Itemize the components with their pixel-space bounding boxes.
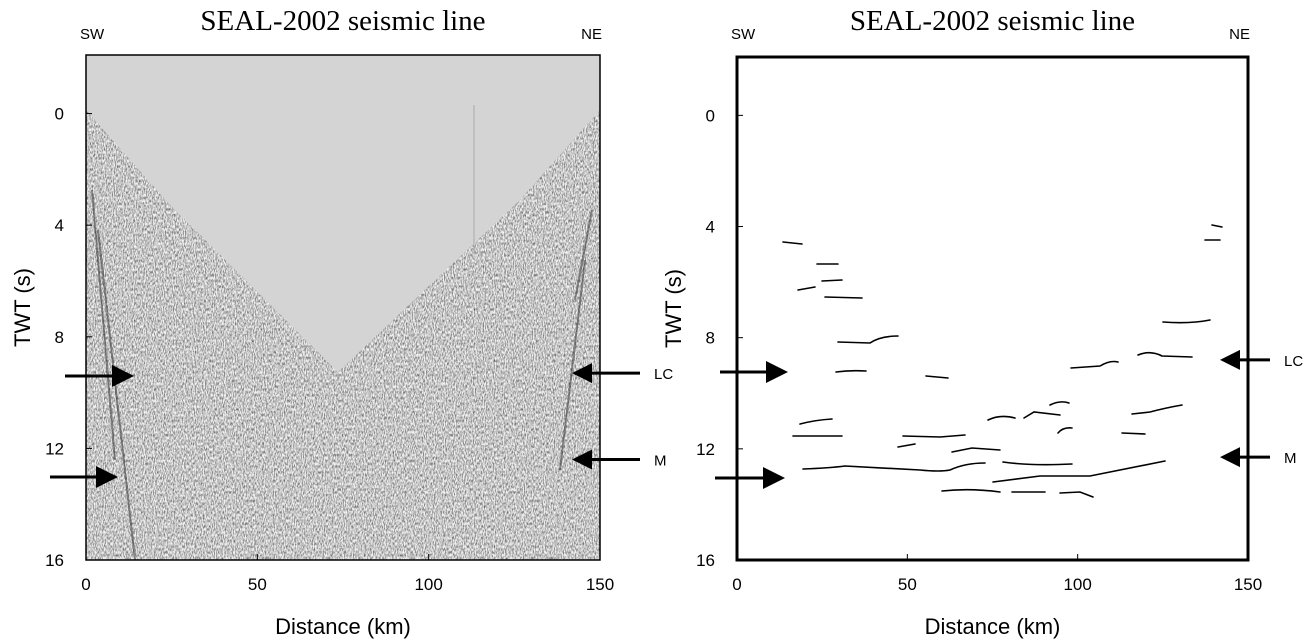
y-tick-label: 8 xyxy=(706,329,715,348)
annotation-label: M xyxy=(654,453,667,470)
x-tick-label: 0 xyxy=(732,575,741,594)
annotation-label: LC xyxy=(654,366,673,383)
y-tick-label: 16 xyxy=(696,551,715,570)
side-label: NE xyxy=(581,26,602,43)
annotation-label: LC xyxy=(1284,353,1303,370)
annotation-arrowhead xyxy=(572,449,592,470)
y-tick-label: 4 xyxy=(706,218,715,237)
y-tick-label: 0 xyxy=(55,105,64,124)
x-tick-label: 0 xyxy=(81,575,90,594)
y-tick-label: 12 xyxy=(45,439,64,458)
plot-frame xyxy=(85,54,601,561)
y-axis-label: TWT (s) xyxy=(661,269,686,348)
y-tick-label: 16 xyxy=(45,551,64,570)
reflectors xyxy=(782,224,1223,498)
y-tick-label: 4 xyxy=(55,216,64,235)
side-label: SW xyxy=(80,26,105,43)
annotation-arrowhead xyxy=(572,363,592,384)
x-tick-label: 150 xyxy=(1234,575,1262,594)
x-tick-label: 100 xyxy=(414,575,442,594)
left-arrows xyxy=(50,361,788,489)
y-tick-label: 8 xyxy=(55,328,64,347)
annotation-arrowhead xyxy=(1220,447,1240,468)
plot-frame xyxy=(735,55,1250,562)
panel-title: SEAL-2002 seismic line xyxy=(200,5,485,37)
side-label: SW xyxy=(731,26,756,43)
x-tick-label: 150 xyxy=(586,575,614,594)
x-tick-label: 100 xyxy=(1063,575,1091,594)
x-axis-label: Distance (km) xyxy=(925,614,1061,639)
annotation-label: M xyxy=(1284,450,1297,467)
y-axis-label: TWT (s) xyxy=(10,268,35,347)
seismic-image xyxy=(86,55,600,560)
x-tick-label: 50 xyxy=(248,575,267,594)
annotation-arrowhead xyxy=(1220,349,1240,370)
y-tick-label: 0 xyxy=(706,106,715,125)
x-axis-label: Distance (km) xyxy=(275,614,411,639)
x-tick-label: 50 xyxy=(898,575,917,594)
y-tick-label: 12 xyxy=(696,440,715,459)
panel-title: SEAL-2002 seismic line xyxy=(850,5,1135,37)
side-label: NE xyxy=(1229,26,1250,43)
